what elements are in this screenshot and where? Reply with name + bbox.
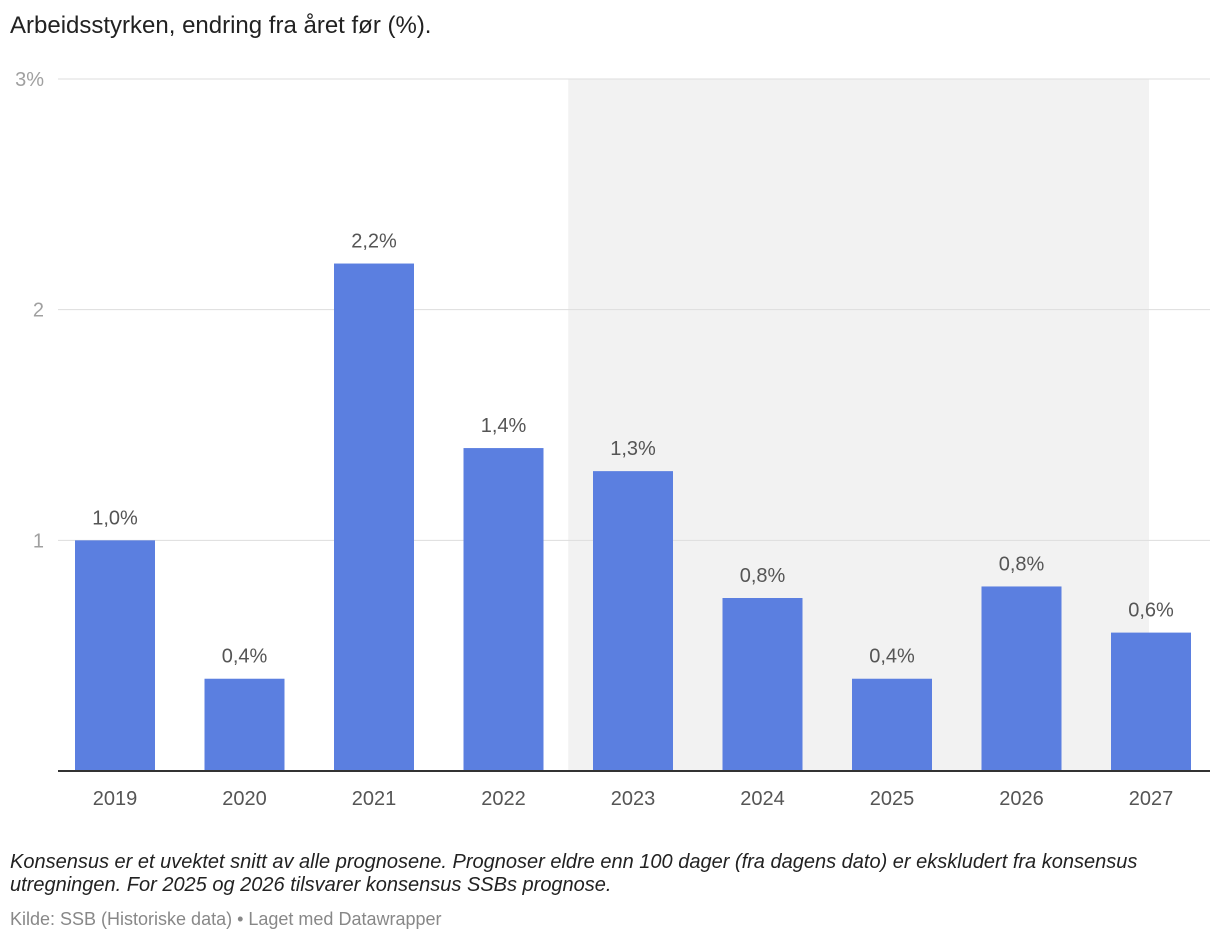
x-tick-label: 2020 [222,788,267,810]
chart-notes: Konsensus er et uvektet snitt av alle pr… [10,851,1138,896]
x-tick-label: 2026 [999,788,1044,810]
data-label: 1,4% [481,415,527,437]
data-label: 0,4% [222,646,268,668]
data-label: 1,3% [610,438,656,460]
y-tick-label: 3% [15,69,44,91]
bar [1111,632,1191,771]
bar [463,448,544,771]
bar-chart: 1,0% 0,4% 2,2% 1,4% 1,3% 0,8% 0,4% 0,8% 0,6% 1 2 3… [15,69,1210,810]
data-label: 2,2% [351,231,397,253]
bar [204,678,285,771]
x-tick-label: 2022 [481,788,526,810]
x-tick-label: 2023 [611,788,656,810]
x-tick-label: 2019 [93,788,138,810]
bar [593,471,673,771]
x-tick-label: 2024 [740,788,785,810]
bar [722,598,803,771]
bar [75,540,155,771]
y-tick-label: 1 [33,530,44,552]
data-label: 0,8% [740,565,786,587]
bar [852,678,932,771]
data-label: 1,0% [92,507,138,529]
chart-title: Arbeidsstyrken, endring fra året før (%)… [10,12,432,39]
data-label: 0,8% [999,553,1045,575]
y-tick-label: 2 [33,300,44,322]
x-tick-label: 2027 [1129,788,1174,810]
bar [981,586,1062,771]
x-tick-label: 2021 [352,788,397,810]
data-label: 0,4% [869,646,915,668]
x-tick-label: 2025 [870,788,915,810]
data-label: 0,6% [1128,600,1174,622]
chart-source: Kilde: SSB (Historiske data) • Laget med… [10,909,442,929]
bar [334,263,414,771]
